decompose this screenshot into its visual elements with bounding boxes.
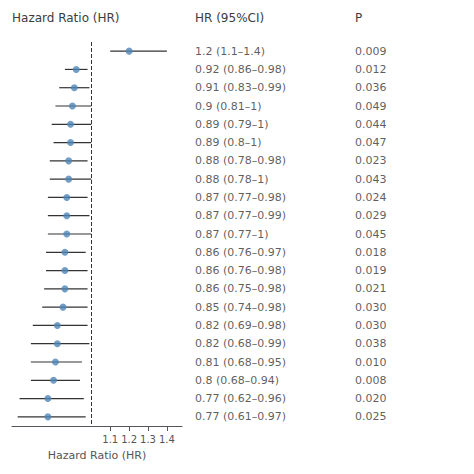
svg-text:0.043: 0.043 (355, 173, 387, 186)
svg-text:1.1: 1.1 (102, 434, 118, 445)
svg-text:0.009: 0.009 (355, 45, 387, 58)
svg-text:0.021: 0.021 (355, 282, 387, 295)
svg-text:0.85 (0.74–0.98): 0.85 (0.74–0.98) (195, 301, 286, 314)
svg-text:0.88 (0.78–0.98): 0.88 (0.78–0.98) (195, 154, 286, 167)
svg-text:0.045: 0.045 (355, 228, 387, 241)
svg-text:0.047: 0.047 (355, 136, 387, 149)
svg-text:0.018: 0.018 (355, 246, 387, 259)
svg-text:0.91 (0.83–0.99): 0.91 (0.83–0.99) (195, 81, 286, 94)
svg-text:HR (95%CI): HR (95%CI) (195, 11, 264, 25)
svg-text:0.029: 0.029 (355, 209, 387, 222)
svg-text:0.038: 0.038 (355, 337, 387, 350)
svg-text:0.025: 0.025 (355, 410, 387, 423)
svg-text:0.77 (0.61–0.97): 0.77 (0.61–0.97) (195, 410, 286, 423)
svg-text:0.86 (0.75–0.98): 0.86 (0.75–0.98) (195, 282, 286, 295)
svg-text:0.036: 0.036 (355, 81, 387, 94)
svg-text:0.023: 0.023 (355, 154, 387, 167)
svg-text:0.044: 0.044 (355, 118, 387, 131)
svg-text:1.2 (1.1–1.4): 1.2 (1.1–1.4) (195, 45, 265, 58)
svg-text:Hazard Ratio (HR): Hazard Ratio (HR) (48, 449, 147, 462)
svg-text:0.012: 0.012 (355, 63, 387, 76)
svg-text:0.77 (0.62–0.96): 0.77 (0.62–0.96) (195, 392, 286, 405)
svg-text:1.2: 1.2 (121, 434, 137, 445)
svg-text:0.87 (0.77–0.99): 0.87 (0.77–0.99) (195, 209, 286, 222)
svg-text:0.86 (0.76–0.98): 0.86 (0.76–0.98) (195, 264, 286, 277)
svg-text:0.049: 0.049 (355, 100, 387, 113)
svg-text:0.030: 0.030 (355, 301, 387, 314)
svg-text:0.8 (0.68–0.94): 0.8 (0.68–0.94) (195, 374, 279, 387)
svg-text:0.024: 0.024 (355, 191, 387, 204)
svg-text:0.92 (0.86–0.98): 0.92 (0.86–0.98) (195, 63, 286, 76)
svg-text:0.86 (0.76–0.97): 0.86 (0.76–0.97) (195, 246, 286, 259)
svg-text:0.019: 0.019 (355, 264, 387, 277)
svg-text:0.020: 0.020 (355, 392, 387, 405)
svg-text:Hazard Ratio (HR): Hazard Ratio (HR) (12, 11, 120, 25)
svg-text:P: P (355, 11, 362, 25)
svg-text:1.4: 1.4 (159, 434, 175, 445)
svg-text:0.89 (0.8–1): 0.89 (0.8–1) (195, 136, 262, 149)
svg-text:0.010: 0.010 (355, 356, 387, 369)
svg-text:1.3: 1.3 (140, 434, 156, 445)
svg-text:0.88 (0.78–1): 0.88 (0.78–1) (195, 173, 269, 186)
svg-text:0.82 (0.69–0.98): 0.82 (0.69–0.98) (195, 319, 286, 332)
svg-text:0.81 (0.68–0.95): 0.81 (0.68–0.95) (195, 356, 286, 369)
svg-text:0.89 (0.79–1): 0.89 (0.79–1) (195, 118, 269, 131)
svg-text:0.030: 0.030 (355, 319, 387, 332)
svg-text:0.82 (0.68–0.99): 0.82 (0.68–0.99) (195, 337, 286, 350)
svg-text:0.87 (0.77–1): 0.87 (0.77–1) (195, 228, 269, 241)
svg-text:0.87 (0.77–0.98): 0.87 (0.77–0.98) (195, 191, 286, 204)
svg-text:0.008: 0.008 (355, 374, 387, 387)
svg-text:0.9 (0.81–1): 0.9 (0.81–1) (195, 100, 262, 113)
